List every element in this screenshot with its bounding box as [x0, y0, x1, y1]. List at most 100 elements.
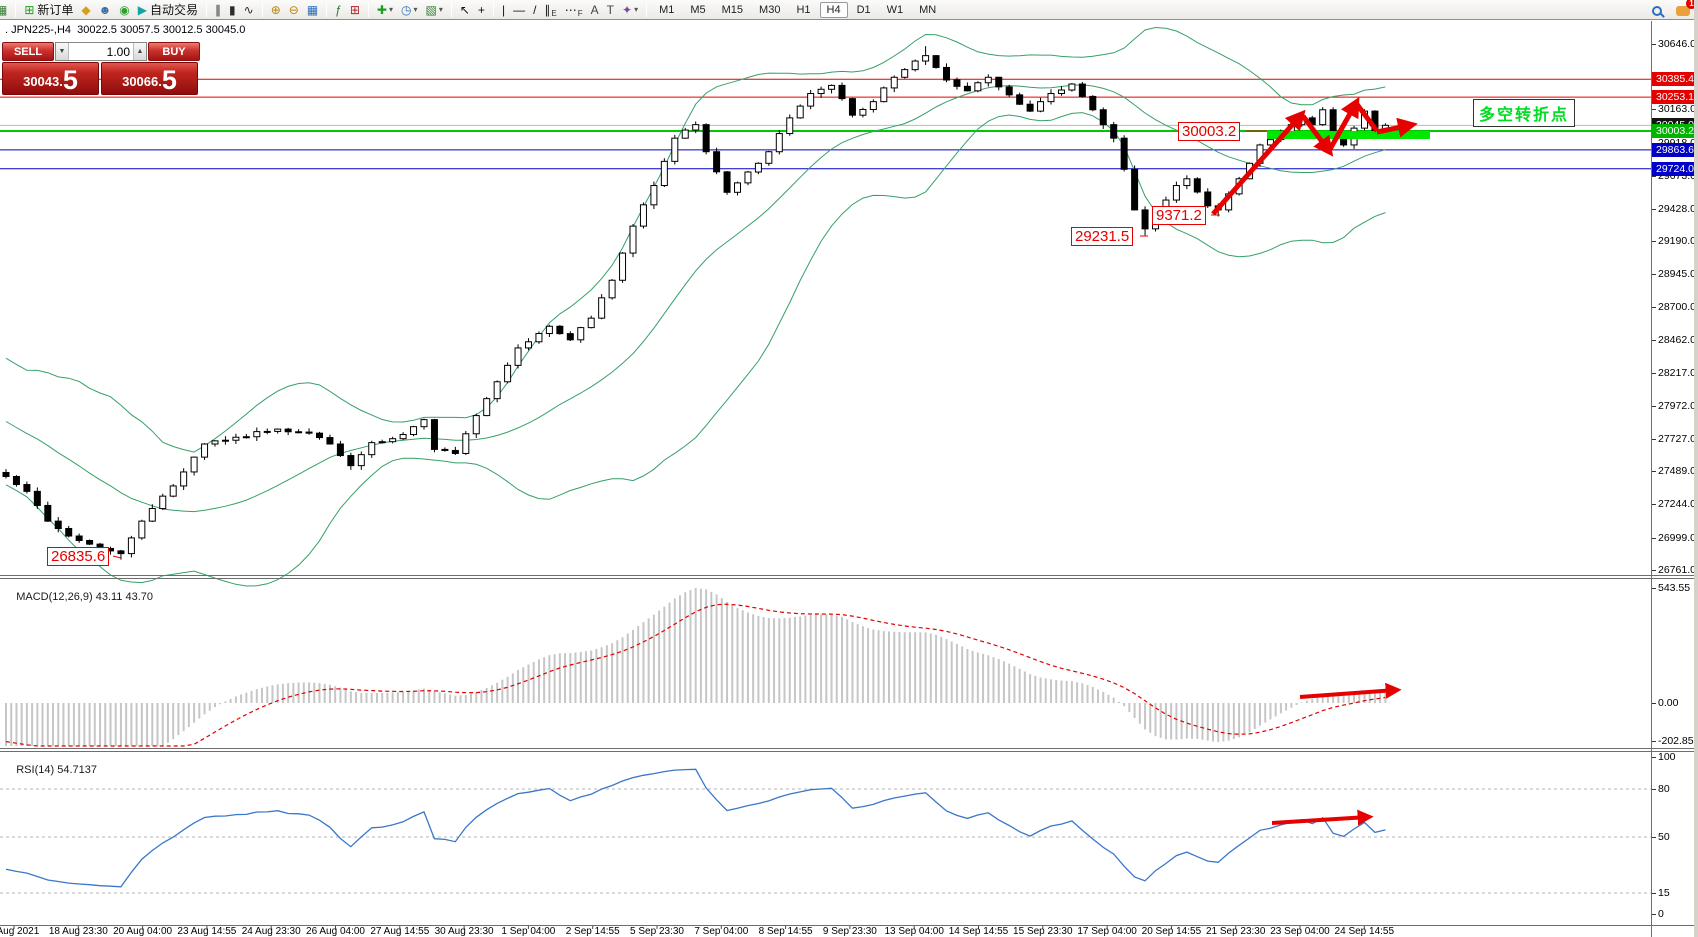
autotrade-icon[interactable]: ▶ 自动交易: [137, 2, 199, 18]
time-label: 20 Sep 14:55: [1141, 926, 1202, 937]
notifications-icon[interactable]: 1: [1676, 0, 1697, 21]
tile-windows-icon[interactable]: ▦: [306, 2, 319, 17]
macd-axis-tick: -202.85: [1652, 735, 1694, 747]
toolbar: ▦ ⊞ 新订单 ◆ ☻ ◉ ▶ 自动交易 ∥ ▮ ∿ ⊕ ⊖ ▦ ƒ ⊞ ✚ ▾ ◷ ▾ ▧ ▾ ↖ + | — / ∥ E ⋯ F A T ✦ ▾…: [0, 0, 1698, 20]
zoom-out-icon[interactable]: ⊖: [288, 2, 299, 17]
text-icon[interactable]: A: [590, 2, 599, 17]
time-label: 30 Aug 23:30: [434, 926, 494, 937]
fibonacci-icon[interactable]: ⋯ F: [564, 2, 583, 18]
bar-chart-icon[interactable]: ∥: [215, 2, 222, 17]
vertical-line-icon[interactable]: |: [501, 2, 506, 17]
price-tick: 27244.0: [1652, 498, 1696, 511]
time-label: 13 Sep 04:00: [884, 926, 944, 937]
timeframe-m5[interactable]: M5: [690, 3, 706, 16]
time-label: 17 Sep 04:00: [1077, 926, 1137, 937]
time-label: 23 Aug 14:55: [177, 926, 237, 937]
price-tick: 27489.0: [1652, 465, 1696, 478]
indicator-window-icon[interactable]: ⊞: [349, 2, 360, 17]
sell-price-pip: 5: [62, 65, 78, 95]
template-icon[interactable]: ▧ ▾: [425, 2, 443, 17]
price-badge: 30385.4: [1652, 72, 1698, 87]
text-annotation[interactable]: 多空转折点: [1473, 99, 1576, 127]
buy-button[interactable]: BUY: [148, 42, 200, 61]
notification-badge: 1: [1686, 0, 1697, 9]
pane-separator[interactable]: [0, 748, 1698, 749]
arrows-icon[interactable]: ✦ ▾: [622, 2, 639, 17]
time-label: 24 Aug 23:30: [241, 926, 301, 937]
price-annotation-label[interactable]: 9371.2: [1152, 206, 1206, 225]
add-indicator-icon[interactable]: ✚ ▾: [376, 2, 393, 17]
timeframe-h1[interactable]: H1: [796, 3, 811, 16]
crosshair-icon[interactable]: +: [477, 2, 485, 17]
horizontal-line-icon[interactable]: —: [513, 2, 526, 17]
price-tick: 30646.0: [1652, 38, 1696, 50]
window-edge: [1694, 0, 1698, 937]
time-label: 8 Sep 14:55: [758, 926, 813, 937]
volume-stepper: ▼ ▲: [55, 42, 147, 61]
profile-icon[interactable]: ☻: [98, 2, 112, 17]
candlestick-chart-icon[interactable]: ▮: [229, 2, 236, 17]
rsi-axis-tick: 100: [1652, 751, 1676, 763]
price-annotation-label[interactable]: 30003.2: [1178, 122, 1241, 141]
timeframe-m30[interactable]: M30: [759, 3, 781, 16]
eraser-icon[interactable]: ◆: [81, 2, 91, 17]
time-label: 2 Sep 14:55: [565, 926, 620, 937]
trendline-icon[interactable]: /: [533, 2, 537, 17]
pane-separator: [0, 578, 1698, 579]
timeframe-w1[interactable]: W1: [886, 3, 904, 16]
price-tick: 29190.0: [1652, 235, 1696, 248]
volume-input[interactable]: [69, 43, 133, 60]
new-order-icon[interactable]: ⊞ 新订单: [24, 2, 74, 18]
timeframe-mn[interactable]: MN: [919, 3, 937, 16]
time-label: 21 Sep 23:30: [1205, 926, 1266, 937]
time-axis-border: [0, 925, 1698, 926]
periods-icon[interactable]: ◷ ▾: [401, 2, 418, 17]
time-label: 26 Aug 04:00: [306, 926, 365, 937]
time-label: 15 Sep 23:30: [1013, 926, 1073, 937]
price-tick: 28462.0: [1652, 333, 1696, 346]
time-label: 23 Sep 04:00: [1270, 926, 1330, 937]
text-label-icon[interactable]: T: [606, 2, 614, 17]
volume-increase-button[interactable]: ▲: [133, 43, 146, 60]
macd-label: MACD(12,26,9) 43.11 43.70: [16, 591, 154, 603]
timeframe-d1[interactable]: D1: [856, 3, 871, 16]
time-label: 9 Sep 23:30: [822, 926, 877, 937]
price-axis[interactable]: 30646.030163.029918.029673.029428.029190…: [1651, 21, 1698, 937]
new-chart-icon[interactable]: ▦: [0, 2, 8, 17]
time-axis[interactable]: 7 Aug 2021 18 Aug 23:30 20 Aug 04:00 23 Aug…: [0, 926, 1698, 937]
zoom-in-icon[interactable]: ⊕: [270, 2, 281, 17]
price-annotation-label[interactable]: 26835.6: [47, 547, 110, 566]
time-label: 27 Aug 14:55: [370, 926, 430, 937]
cursor-icon[interactable]: ↖: [459, 2, 470, 17]
price-tick: 28700.0: [1652, 301, 1696, 314]
macd-axis-tick: 543.55: [1651, 582, 1691, 595]
timeframe-m15[interactable]: M15: [721, 3, 744, 16]
market-signal-icon[interactable]: ◉: [119, 2, 130, 17]
price-tick: 28945.0: [1652, 268, 1696, 281]
timeframe-h4[interactable]: H4: [819, 1, 848, 18]
volume-decrease-button[interactable]: ▼: [56, 43, 69, 60]
rsi-axis-tick: 50: [1652, 831, 1670, 843]
time-label: 14 Sep 14:55: [948, 926, 1009, 937]
time-label: 18 Aug 23:30: [48, 926, 108, 937]
indicator-list-icon[interactable]: ƒ: [335, 2, 342, 17]
time-label: 5 Sep 23:30: [630, 926, 684, 937]
symbol-ohlc-line: . JPN225-,H4 30022.5 30057.5 30012.5 300…: [5, 24, 246, 36]
price-tick: 29428.0: [1652, 202, 1696, 215]
line-chart-icon[interactable]: ∿: [243, 2, 254, 17]
price-badge: 30253.1: [1652, 90, 1698, 105]
buy-price-panel[interactable]: 30066. 5: [101, 62, 198, 95]
pane-separator[interactable]: [0, 575, 1698, 576]
macd-axis-tick: 0.00: [1651, 697, 1679, 709]
search-icon[interactable]: [1652, 3, 1662, 21]
sell-price-panel[interactable]: 30043. 5: [2, 62, 99, 95]
equidistant-channel-icon[interactable]: ∥ E: [544, 2, 557, 18]
price-tick: 28217.0: [1652, 366, 1696, 379]
price-tick: 27972.0: [1652, 399, 1696, 412]
time-label: 1 Sep 04:00: [501, 926, 556, 937]
price-annotation-label[interactable]: 29231.5: [1071, 227, 1134, 246]
time-label: 24 Sep 14:55: [1334, 926, 1395, 937]
timeframe-m1[interactable]: M1: [659, 3, 675, 16]
sell-button[interactable]: SELL: [2, 42, 54, 61]
